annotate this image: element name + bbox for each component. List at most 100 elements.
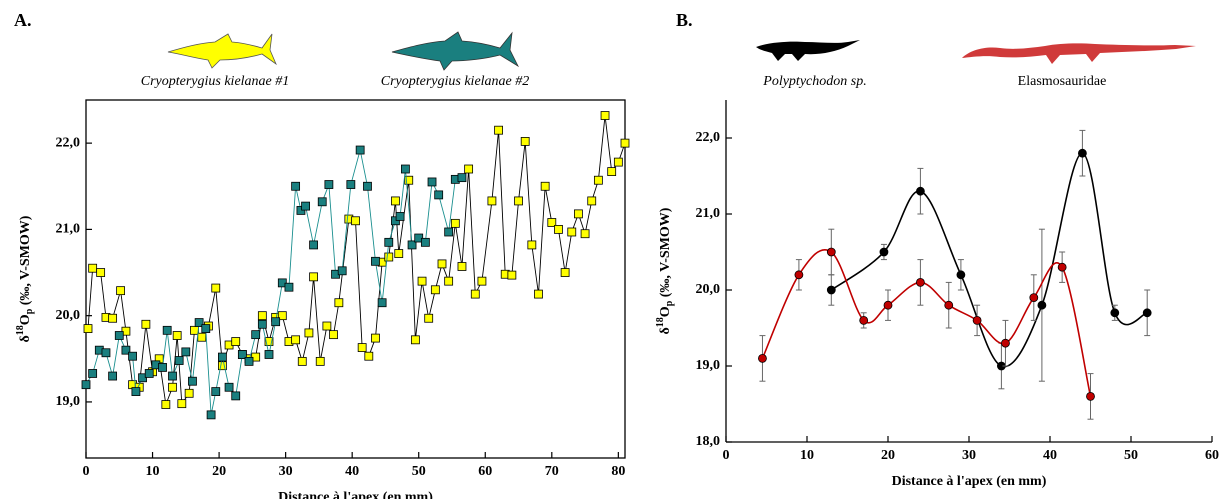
marker [184, 388, 194, 398]
marker [301, 201, 310, 211]
marker [1057, 262, 1067, 272]
marker [284, 282, 294, 292]
marker [224, 382, 234, 392]
marker [560, 268, 570, 277]
y-tick-label: 20,0 [56, 308, 81, 323]
marker [363, 181, 372, 191]
marker [427, 177, 437, 187]
marker [181, 347, 191, 357]
marker [346, 180, 356, 189]
marker [956, 270, 966, 280]
marker [494, 125, 503, 135]
marker [168, 371, 177, 381]
marker [317, 197, 327, 207]
marker [593, 175, 603, 185]
marker [264, 337, 274, 346]
marker [162, 325, 172, 335]
marker [916, 277, 925, 287]
ichthyosaur-yellow [167, 33, 277, 69]
marker [211, 387, 221, 396]
marker [257, 311, 267, 321]
marker [587, 196, 597, 206]
marker [188, 376, 197, 386]
marker [470, 289, 480, 299]
marker [158, 363, 167, 372]
y-axis-label-part: 18 [15, 325, 26, 335]
marker [108, 313, 118, 323]
y-axis-label: δ18Op (‰, V-SMOW) [15, 215, 35, 342]
marker [81, 380, 91, 390]
y-tick-label: 19,0 [56, 394, 81, 409]
marker [430, 285, 440, 295]
x-tick-label: 0 [723, 448, 730, 463]
x-tick-label: 50 [412, 464, 426, 479]
marker [141, 319, 151, 329]
marker [487, 196, 497, 206]
legend-label: Cryopterygius kielanae #1 [141, 74, 290, 89]
marker [437, 259, 447, 269]
y-axis-label-part: (‰, V-SMOW) [658, 207, 673, 301]
legend-label: Cryopterygius kielanae #2 [381, 74, 530, 89]
x-axis-label: Distance à l'apex (en mm) [278, 490, 433, 499]
marker [355, 145, 365, 155]
marker [351, 216, 360, 226]
y-axis-label: δ18Op (‰, V-SMOW) [655, 207, 675, 334]
marker [297, 356, 307, 366]
marker [401, 164, 410, 174]
x-tick-label: 80 [611, 464, 625, 479]
marker [1037, 300, 1047, 310]
legend-label: Elasmosauridae [1018, 74, 1107, 89]
x-tick-label: 40 [345, 464, 359, 479]
marker [291, 181, 301, 191]
marker [116, 286, 126, 296]
y-axis-label-part: (‰, V-SMOW) [18, 215, 33, 309]
marker [883, 300, 893, 310]
marker [371, 333, 380, 343]
marker [309, 240, 318, 250]
marker [190, 325, 199, 335]
marker [218, 352, 227, 362]
x-tick-label: 10 [146, 464, 160, 479]
x-tick-label: 40 [1043, 448, 1057, 463]
series-line [830, 152, 1148, 368]
marker [1110, 308, 1120, 318]
marker [114, 331, 124, 340]
marker [826, 247, 836, 257]
marker [1029, 293, 1039, 303]
marker [291, 335, 301, 345]
marker [620, 138, 630, 148]
y-axis-label-part: 18 [655, 317, 666, 327]
marker [434, 190, 444, 200]
marker [444, 227, 454, 237]
marker [507, 270, 517, 280]
y-tick-label: 22,0 [56, 135, 81, 150]
marker [580, 229, 590, 239]
marker [444, 276, 454, 286]
y-axis-label-part: O [658, 306, 673, 317]
x-tick-label: 20 [881, 448, 895, 463]
marker [96, 268, 106, 277]
marker [257, 319, 267, 329]
marker [177, 399, 187, 409]
marker [88, 369, 98, 378]
elasmosaur-red [962, 43, 1196, 64]
y-tick-label: 22,0 [696, 130, 721, 145]
marker [309, 272, 318, 282]
marker [1142, 308, 1152, 318]
y-tick-label: 21,0 [56, 222, 81, 237]
marker [218, 361, 227, 371]
y-tick-label: 19,0 [696, 358, 721, 373]
marker [944, 300, 954, 310]
x-tick-label: 10 [800, 448, 814, 463]
marker [758, 353, 767, 363]
y-axis-label-part: p [24, 308, 35, 314]
marker [534, 289, 543, 299]
marker [231, 337, 241, 346]
x-tick-label: 30 [279, 464, 293, 479]
marker [194, 318, 204, 327]
marker [391, 196, 400, 206]
marker [131, 387, 141, 396]
marker [1001, 338, 1010, 348]
x-tick-label: 20 [212, 464, 226, 479]
